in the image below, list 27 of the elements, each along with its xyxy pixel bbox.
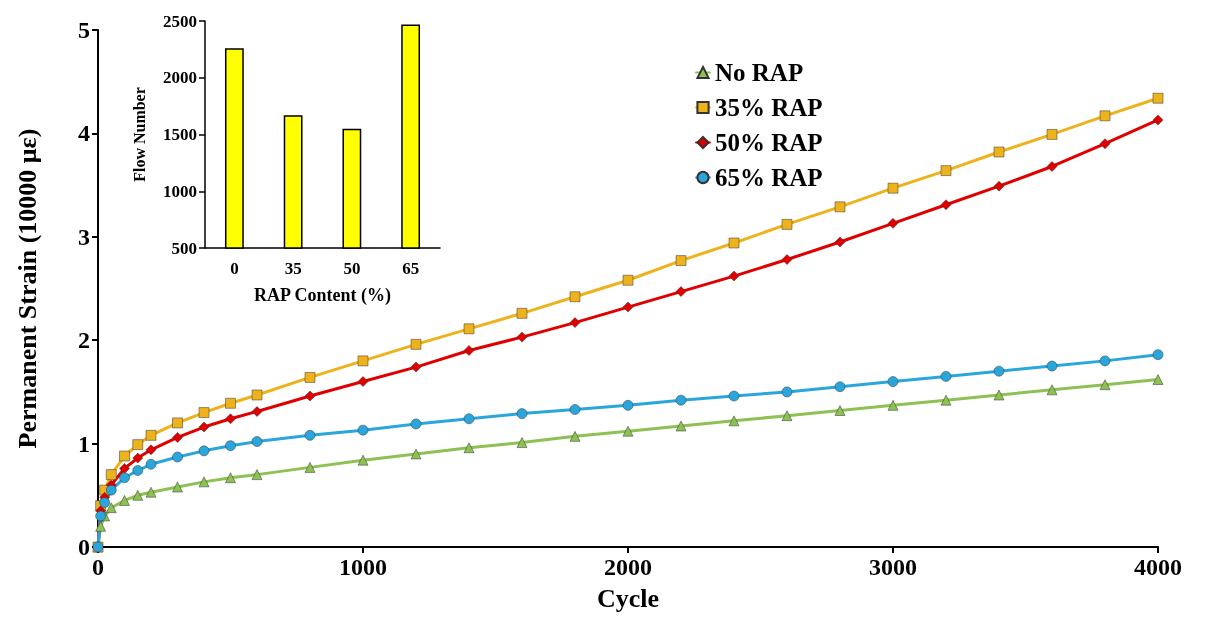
y-tick-label: 0 [78,534,90,560]
x-tick-label: 65 [402,259,420,278]
x-tick-label: 0 [230,259,239,278]
y-tick-label: 2500 [163,11,197,31]
y-tick-label: 5 [78,17,90,43]
y-tick-label: 1 [78,430,90,457]
y-tick-label: 500 [171,238,197,258]
y-axis-title: Permanent Strain (10000 με) [12,128,42,449]
y-axis-title: Flow Number [130,87,148,182]
legend-label: 35% RAP [715,94,823,121]
x-axis-title: RAP Content (%) [254,285,391,306]
x-tick-label: 50 [343,259,361,278]
x-tick-label: 1000 [339,554,387,580]
x-tick-label: 2000 [604,554,652,580]
x-axis-title: Cycle [596,583,660,613]
y-tick-label: 3 [78,223,90,250]
y-tick-label: 1500 [163,125,197,144]
x-tick-label: 3000 [869,554,917,580]
y-tick-label: 2 [78,327,90,354]
legend-label: 50% RAP [715,129,823,156]
x-tick-label: 35 [284,259,302,278]
legend-label: 65% RAP [715,164,823,191]
y-tick-label: 2000 [163,68,197,88]
y-tick-label: 1000 [163,181,197,201]
legend-label: No RAP [715,59,804,86]
y-tick-label: 4 [78,120,90,147]
x-tick-label: 4000 [1134,554,1182,580]
